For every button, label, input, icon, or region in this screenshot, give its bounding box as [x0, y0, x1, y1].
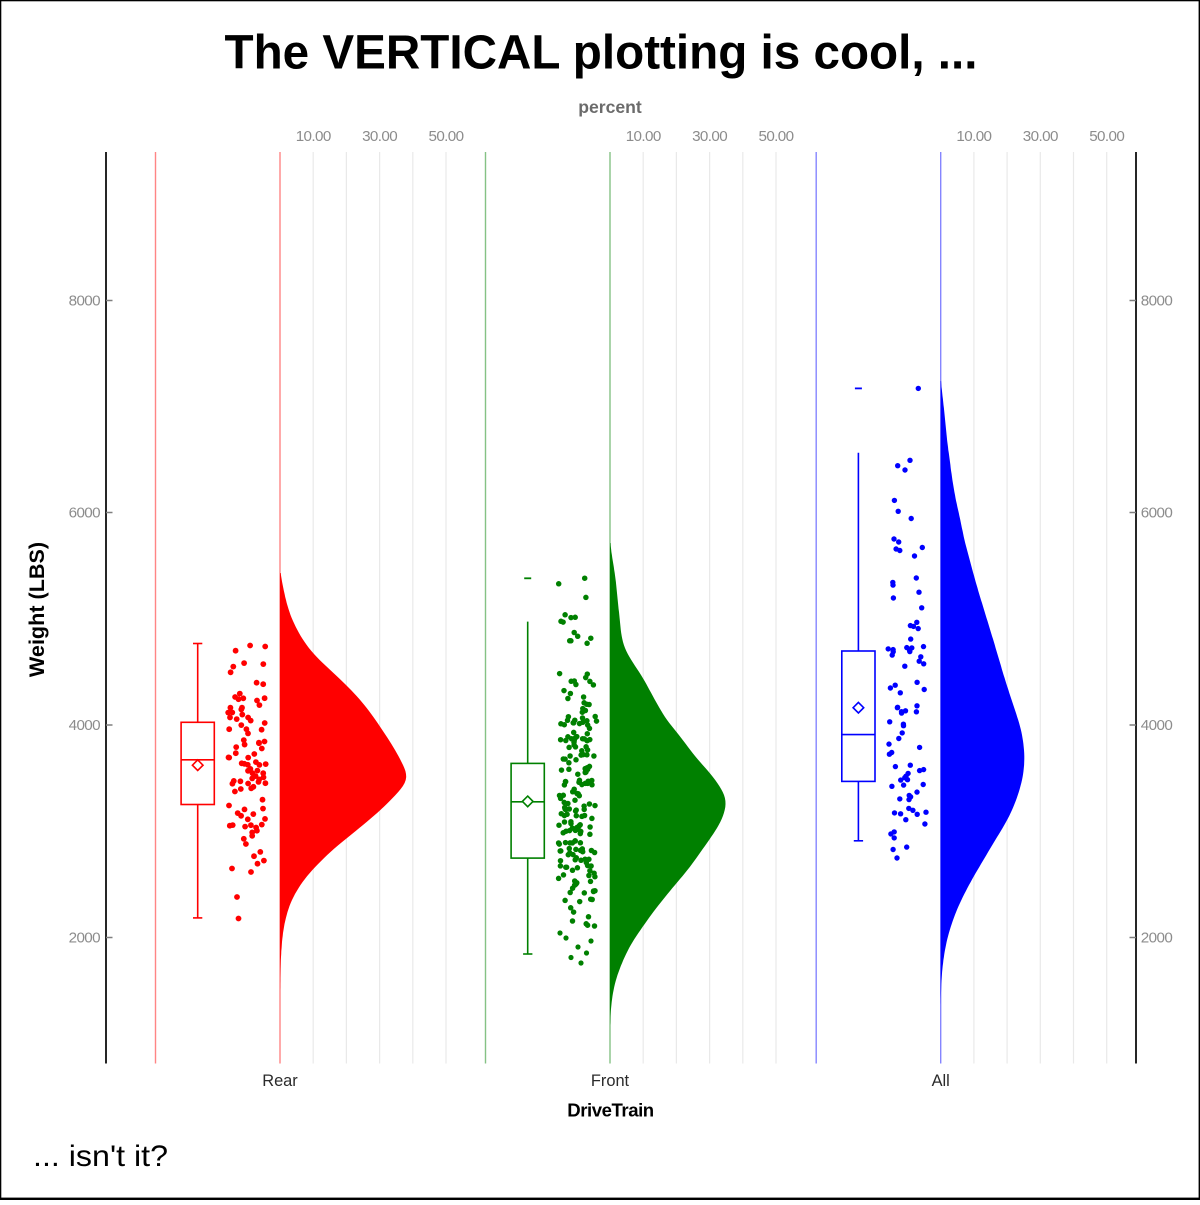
svg-text:4000: 4000 [1141, 717, 1173, 734]
svg-text:8000: 8000 [1141, 293, 1173, 310]
svg-text:50.00: 50.00 [758, 128, 793, 145]
svg-text:50.00: 50.00 [428, 128, 463, 145]
svg-text:The VERTICAL plotting is cool,: The VERTICAL plotting is cool, ... [225, 26, 978, 79]
svg-text:Rear: Rear [262, 1072, 298, 1090]
svg-text:All: All [932, 1072, 950, 1090]
svg-text:2000: 2000 [69, 930, 101, 947]
svg-text:10.00: 10.00 [626, 128, 661, 145]
svg-text:10.00: 10.00 [956, 128, 991, 145]
svg-text:30.00: 30.00 [692, 128, 727, 145]
svg-text:30.00: 30.00 [1023, 128, 1058, 145]
svg-text:DriveTrain: DriveTrain [567, 1100, 654, 1121]
svg-text:6000: 6000 [1141, 505, 1173, 522]
svg-text:Front: Front [591, 1072, 630, 1090]
svg-text:4000: 4000 [69, 717, 101, 734]
svg-text:30.00: 30.00 [362, 128, 397, 145]
svg-text:Weight (LBS): Weight (LBS) [24, 542, 49, 677]
svg-text:... isn't it?: ... isn't it? [33, 1140, 168, 1173]
svg-text:50.00: 50.00 [1089, 128, 1124, 145]
svg-text:6000: 6000 [69, 505, 101, 522]
svg-text:percent: percent [578, 97, 642, 117]
svg-text:10.00: 10.00 [296, 128, 331, 145]
svg-text:2000: 2000 [1141, 930, 1173, 947]
svg-text:8000: 8000 [69, 293, 101, 310]
